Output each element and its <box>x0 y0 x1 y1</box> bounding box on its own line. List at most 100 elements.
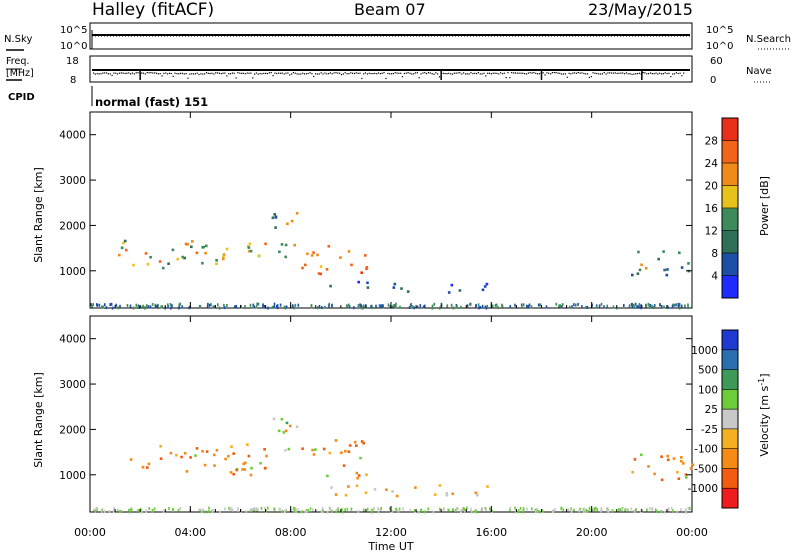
power-noise-cell <box>660 305 663 308</box>
velocity-noise-cell <box>651 507 654 511</box>
velocity-cell <box>672 457 676 460</box>
nave-point <box>579 72 581 74</box>
power-noise-cell <box>433 302 436 306</box>
velocity-cell <box>322 447 326 451</box>
power-noise-cell <box>328 304 330 308</box>
power-noise-cell <box>214 305 216 309</box>
velocity-cell <box>348 444 352 447</box>
power-noise-cell <box>294 303 297 307</box>
nave-point <box>104 72 106 74</box>
velocity-cell <box>486 485 489 488</box>
power-ylabel: Slant Range [km] <box>32 167 45 263</box>
velocity-cell <box>373 488 377 491</box>
nave-point <box>457 72 459 74</box>
velocity-noise-cell <box>409 508 412 512</box>
velocity-noise-cell <box>336 508 338 512</box>
velocity-noise-cell <box>522 510 524 514</box>
nave-point <box>420 73 422 75</box>
power-noise-cell <box>559 304 562 308</box>
nave-point <box>278 72 280 74</box>
nave-point <box>118 72 121 74</box>
velocity-cell <box>680 459 683 463</box>
power-noise-cell <box>585 305 587 309</box>
nave-point <box>300 73 302 75</box>
velocity-noise-cell <box>151 509 154 513</box>
power-noise-cell <box>297 303 300 307</box>
nave-point <box>400 72 402 74</box>
power-cell <box>485 282 489 286</box>
velocity-cell <box>395 494 399 498</box>
power-noise-cell <box>446 304 449 308</box>
velocity-noise-cell <box>531 507 533 511</box>
nave-point <box>485 75 487 77</box>
nave-point <box>281 72 283 74</box>
velocity-cell <box>194 454 197 457</box>
velocity-noise-cell <box>593 508 596 512</box>
nave-point <box>146 72 148 74</box>
power-noise-cell <box>598 304 601 308</box>
power-noise-cell <box>573 303 575 307</box>
nave-point <box>424 72 426 74</box>
power-noise-cell <box>169 303 172 306</box>
velocity-ylabel: Slant Range [km] <box>32 372 45 468</box>
power-noise-cell <box>466 304 469 308</box>
nave-point <box>142 72 145 74</box>
nave-point <box>229 73 232 75</box>
power-cell <box>310 254 314 257</box>
nave-point <box>366 73 368 75</box>
nave-point <box>183 73 185 75</box>
nave-point <box>311 73 313 75</box>
nave-point <box>254 73 256 75</box>
nave-point <box>438 76 441 78</box>
nave-point <box>259 73 261 75</box>
power-cell <box>274 216 278 219</box>
power-noise-cell <box>687 306 689 310</box>
nave-point <box>677 72 679 75</box>
velocity-cell <box>682 462 685 465</box>
power-colorbar-tick-label: 28 <box>705 136 718 148</box>
nave-point <box>337 72 339 74</box>
nave-point <box>529 72 531 74</box>
nave-point <box>638 72 640 74</box>
velocity-noise-cell <box>344 508 346 512</box>
nave-point <box>675 72 677 74</box>
power-colorbar: 4 8 12 16 20 24 28 <box>705 117 739 299</box>
velocity-cell <box>244 461 247 465</box>
nave-point <box>622 72 624 74</box>
nave-point <box>346 73 348 75</box>
nave-point <box>339 72 341 74</box>
velocity-noise-cell <box>474 509 476 513</box>
power-cell <box>483 285 487 288</box>
power-cell <box>293 243 296 247</box>
velocity-colorbar-swatch <box>722 409 738 430</box>
nave-point <box>487 72 489 74</box>
power-cell <box>644 266 648 270</box>
power-cell <box>167 262 170 265</box>
velocity-noise-cell <box>517 509 520 513</box>
nave-point <box>609 72 611 74</box>
nave-point <box>483 72 485 74</box>
power-cell <box>280 243 284 246</box>
velocity-noise-cell <box>391 510 393 513</box>
velocity-cell <box>677 477 681 480</box>
velocity-noise-cell <box>553 510 555 514</box>
power-noise-cell <box>210 303 212 307</box>
velocity-cell <box>235 468 238 472</box>
velocity-noise-cell <box>130 507 133 511</box>
power-noise-cell <box>663 305 665 309</box>
power-noise-cell <box>484 305 487 309</box>
nave-point <box>163 72 165 74</box>
nave-point <box>131 72 133 74</box>
power-noise-cell <box>378 304 381 308</box>
velocity-noise-cell <box>600 508 603 512</box>
velocity-colorbar-tick-label: 1000 <box>691 345 718 357</box>
velocity-noise-cell <box>619 508 622 512</box>
nave-point <box>359 72 361 74</box>
nave-point <box>244 73 246 75</box>
power-noise-cell <box>167 305 169 308</box>
nave-point <box>352 72 354 74</box>
power-noise-cell <box>217 303 219 307</box>
velocity-noise-cell <box>201 510 203 514</box>
velocity-noise-cell <box>177 508 180 512</box>
velocity-cell <box>691 463 695 467</box>
